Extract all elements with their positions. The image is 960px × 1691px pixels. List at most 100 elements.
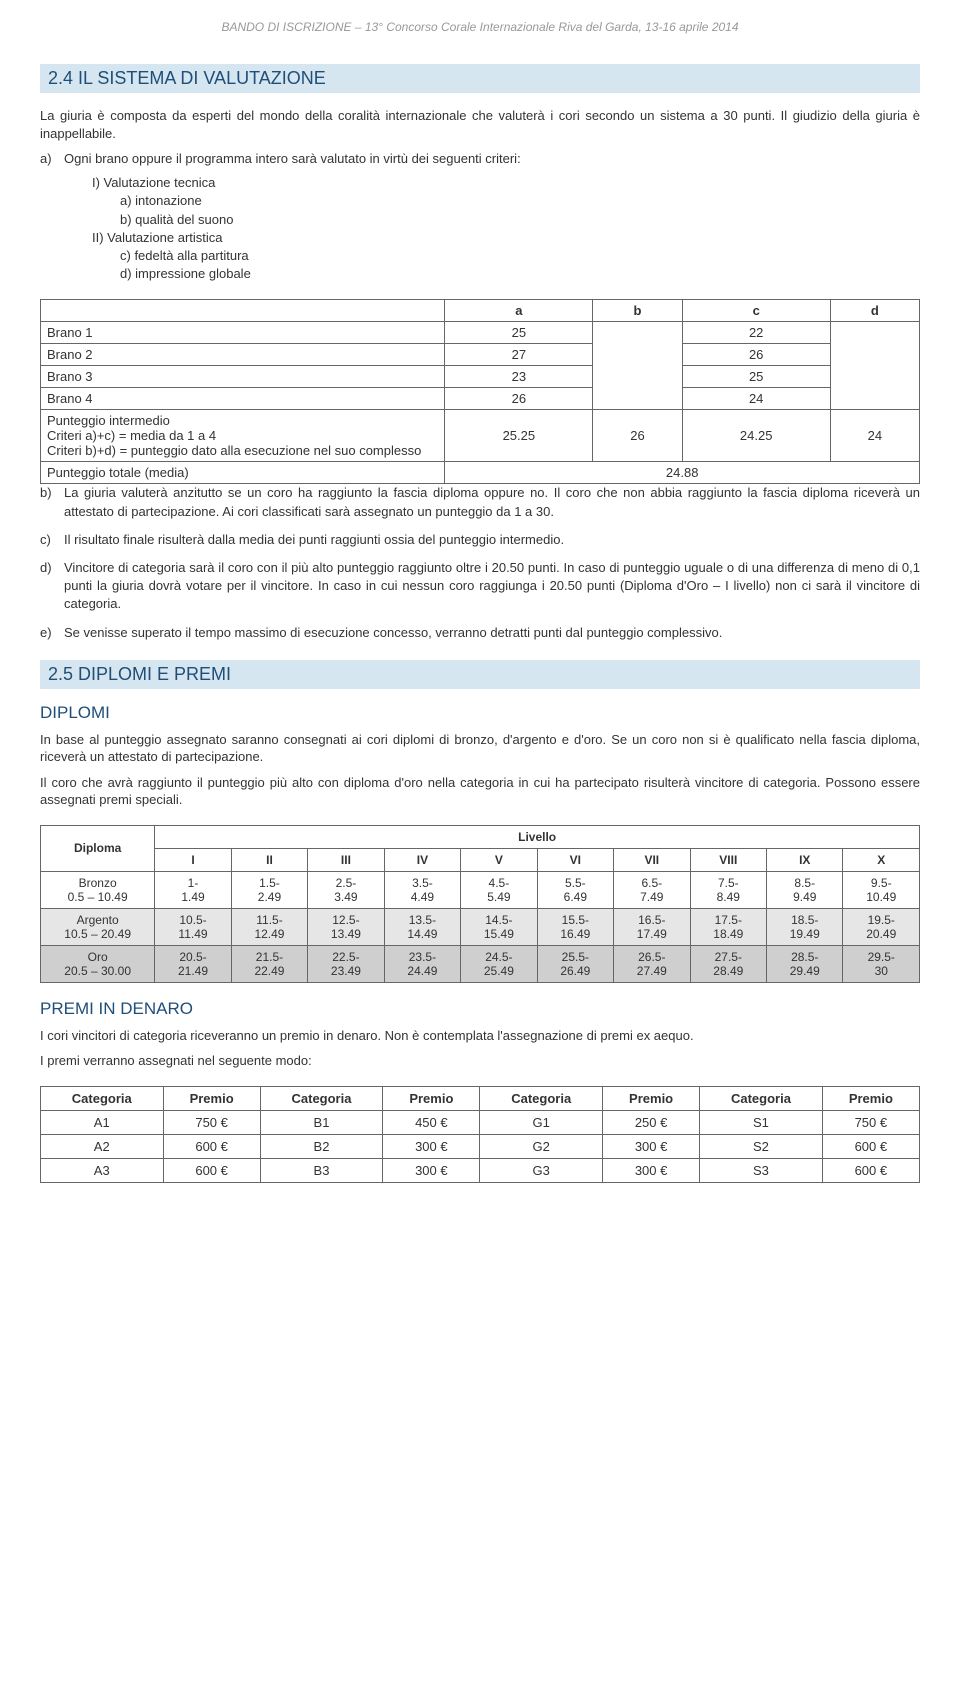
table-row: Brano 2 27 26: [41, 344, 920, 366]
cell: 24.5-25.49: [461, 945, 537, 982]
cell: 300 €: [602, 1135, 699, 1159]
row-label: Brano 3: [41, 366, 445, 388]
diplomi-paragraph: Il coro che avrà raggiunto il punteggio …: [40, 774, 920, 809]
cell: 12.5-13.49: [308, 908, 384, 945]
col-a: a: [445, 300, 593, 322]
cell: 27: [445, 344, 593, 366]
scoring-table: a b c d Brano 1 25 22 Brano 2 27 26 Bran…: [40, 299, 920, 484]
cell: 600 €: [163, 1159, 260, 1183]
cell: 29.5-30: [843, 945, 920, 982]
cell: 13.5-14.49: [384, 908, 460, 945]
cell-blank: [593, 322, 682, 410]
cell: 450 €: [383, 1111, 480, 1135]
cell: G1: [480, 1111, 603, 1135]
cell: 8.5-9.49: [767, 871, 843, 908]
prize-head-cell: Premio: [383, 1087, 480, 1111]
table-row: Punteggio intermedio Criteri a)+c) = med…: [41, 410, 920, 462]
cell-blank: [830, 322, 919, 410]
list-text: Il risultato finale risulterà dalla medi…: [64, 531, 920, 549]
level-head: IX: [767, 848, 843, 871]
list-item: e)Se venisse superato il tempo massimo d…: [40, 624, 920, 642]
list-text: Se venisse superato il tempo massimo di …: [64, 624, 920, 642]
cell: S1: [700, 1111, 823, 1135]
prize-head-cell: Categoria: [480, 1087, 603, 1111]
list-letter: c): [40, 531, 64, 549]
cell: 22.5-23.49: [308, 945, 384, 982]
criteria-II-d: d) impressione globale: [120, 265, 920, 283]
criteria-I: I) Valutazione tecnica: [92, 174, 920, 192]
cell: 600 €: [822, 1135, 919, 1159]
list-letter: d): [40, 559, 64, 614]
cell: 17.5-18.49: [690, 908, 766, 945]
diplomi-paragraph: In base al punteggio assegnato saranno c…: [40, 731, 920, 766]
table-row: A1750 €B1450 €G1250 €S1750 €: [41, 1111, 920, 1135]
level-head: V: [461, 848, 537, 871]
premi-subheading: PREMI IN DENARO: [40, 999, 920, 1019]
cell: 1-1.49: [155, 871, 231, 908]
premi-paragraph: I premi verranno assegnati nel seguente …: [40, 1052, 920, 1070]
cell: S2: [700, 1135, 823, 1159]
level-head: II: [231, 848, 307, 871]
row-label: Brano 4: [41, 388, 445, 410]
cell: 23: [445, 366, 593, 388]
cell: B1: [260, 1111, 383, 1135]
criteria-II-c: c) fedeltà alla partitura: [120, 247, 920, 265]
table-row: Diploma Livello: [41, 825, 920, 848]
cell: 18.5-19.49: [767, 908, 843, 945]
table-row: Argento10.5 – 20.4910.5-11.4911.5-12.491…: [41, 908, 920, 945]
cell: 750 €: [822, 1111, 919, 1135]
cell: G3: [480, 1159, 603, 1183]
row-label: Brano 1: [41, 322, 445, 344]
notes-list: b)La giuria valuterà anzitutto se un cor…: [40, 484, 920, 641]
cell: A1: [41, 1111, 164, 1135]
cell: 26: [682, 344, 830, 366]
table-row: Oro20.5 – 30.0020.5-21.4921.5-22.4922.5-…: [41, 945, 920, 982]
diploma-name: Bronzo0.5 – 10.49: [41, 871, 155, 908]
table-row: Punteggio totale (media) 24.88: [41, 462, 920, 484]
table-row: IIIIIIIVVVIVIIVIIIIXX: [41, 848, 920, 871]
level-head: VII: [614, 848, 690, 871]
cell: 9.5-10.49: [843, 871, 920, 908]
table-row: Brano 3 23 25: [41, 366, 920, 388]
list-letter: b): [40, 484, 64, 520]
cell: A2: [41, 1135, 164, 1159]
list-letter: e): [40, 624, 64, 642]
cell: 22: [682, 322, 830, 344]
cell: 25.25: [445, 410, 593, 462]
cell: A3: [41, 1159, 164, 1183]
doc-header: BANDO DI ISCRIZIONE – 13° Concorso Coral…: [40, 20, 920, 34]
table-row: Brano 4 26 24: [41, 388, 920, 410]
prize-table: CategoriaPremioCategoriaPremioCategoriaP…: [40, 1086, 920, 1183]
intermediate-label: Punteggio intermedio Criteri a)+c) = med…: [41, 410, 445, 462]
prize-head-cell: Categoria: [260, 1087, 383, 1111]
col-b: b: [593, 300, 682, 322]
cell: 14.5-15.49: [461, 908, 537, 945]
cell: 1.5-2.49: [231, 871, 307, 908]
cell: 600 €: [163, 1135, 260, 1159]
diploma-name: Argento10.5 – 20.49: [41, 908, 155, 945]
cell: S3: [700, 1159, 823, 1183]
criteria-I-b: b) qualità del suono: [120, 211, 920, 229]
level-head: X: [843, 848, 920, 871]
premi-paragraph: I cori vincitori di categoria riceverann…: [40, 1027, 920, 1045]
list-text: Ogni brano oppure il programma intero sa…: [64, 151, 521, 166]
cell: 19.5-20.49: [843, 908, 920, 945]
total-cell: 24.88: [445, 462, 920, 484]
diploma-table: Diploma Livello IIIIIIIVVVIVIIVIIIIXX Br…: [40, 825, 920, 983]
cell: B2: [260, 1135, 383, 1159]
cell: 23.5-24.49: [384, 945, 460, 982]
livello-head: Livello: [155, 825, 920, 848]
cell: 25: [445, 322, 593, 344]
table-row: CategoriaPremioCategoriaPremioCategoriaP…: [41, 1087, 920, 1111]
cell: 10.5-11.49: [155, 908, 231, 945]
list-letter: a): [40, 150, 64, 283]
prize-head-cell: Premio: [822, 1087, 919, 1111]
level-head: VI: [537, 848, 613, 871]
diploma-name: Oro20.5 – 30.00: [41, 945, 155, 982]
col-c: c: [682, 300, 830, 322]
cell: 25: [682, 366, 830, 388]
cell: 15.5-16.49: [537, 908, 613, 945]
table-row: A3600 €B3300 €G3300 €S3600 €: [41, 1159, 920, 1183]
prize-head-cell: Premio: [163, 1087, 260, 1111]
table-row: Brano 1 25 22: [41, 322, 920, 344]
